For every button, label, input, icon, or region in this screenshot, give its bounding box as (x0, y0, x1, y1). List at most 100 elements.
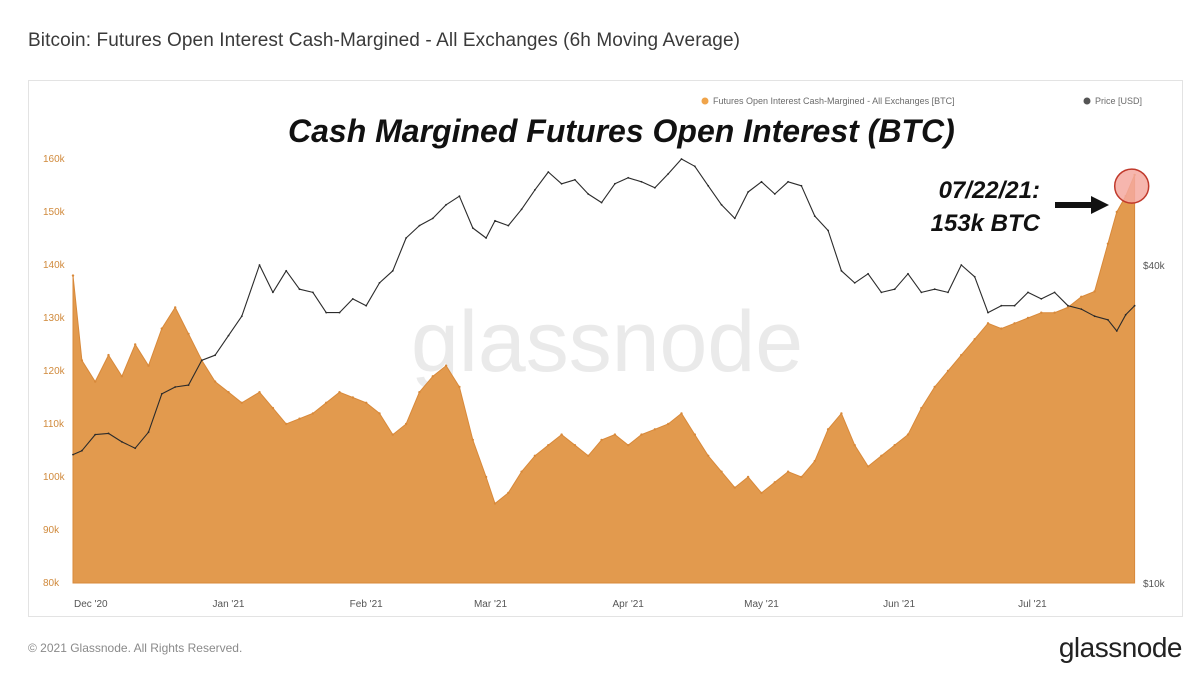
price-point (733, 217, 736, 220)
oi-point (667, 422, 670, 426)
price-point (587, 193, 590, 195)
legend: Futures Open Interest Cash-Margined - Al… (701, 96, 1142, 106)
oi-point (1000, 327, 1003, 330)
price-point (1124, 313, 1127, 316)
price-point (1067, 304, 1069, 307)
oi-point (351, 396, 354, 399)
y-right-tick-label: $40k (1143, 261, 1166, 272)
price-point (654, 186, 656, 189)
price-point (107, 432, 110, 435)
annotation: 07/22/21: 153k BTC (931, 168, 1150, 237)
price-point (494, 219, 496, 222)
price-point (680, 158, 683, 160)
price-point (640, 180, 643, 183)
oi-point (520, 470, 523, 473)
price-point (174, 386, 177, 388)
oi-point (404, 422, 408, 426)
oi-point (338, 391, 341, 394)
oi-point (587, 454, 590, 457)
price-point (520, 208, 523, 211)
oi-point (746, 475, 750, 479)
copyright-text: © 2021 Glassnode. All Rights Reserved. (28, 641, 243, 655)
oi-point (311, 412, 315, 415)
oi-point (853, 444, 856, 447)
price-point (1000, 304, 1003, 307)
legend-price-label: Price [USD] (1095, 96, 1142, 106)
price-point (391, 269, 394, 272)
watermark: glassnode (411, 294, 803, 390)
price-point (574, 178, 576, 181)
price-point (445, 203, 447, 206)
price-point (1107, 318, 1109, 321)
chart-frame: glassnode 80k 90k 100k 110k 120k 130k 140k 150k… (28, 80, 1183, 617)
price-point (378, 282, 381, 284)
price-point (813, 215, 816, 218)
y-left-tick-label: 80k (43, 578, 60, 589)
oi-point (471, 438, 474, 442)
price-point (485, 237, 487, 239)
price-point (773, 193, 776, 195)
oi-point (707, 454, 710, 457)
price-point (960, 264, 963, 266)
price-point (933, 288, 936, 291)
price-point (867, 272, 869, 275)
price-point (534, 189, 536, 191)
price-point (240, 315, 243, 318)
oi-point (365, 401, 368, 404)
price-point (560, 182, 563, 185)
x-tick-label: Dec '20 (74, 599, 108, 610)
oi-point (1013, 322, 1016, 325)
price-point (600, 201, 603, 204)
price-point (827, 229, 829, 232)
y-left-tick-label: 160k (43, 154, 66, 165)
price-point (507, 224, 510, 227)
oi-point (773, 481, 776, 484)
oi-point (1080, 295, 1083, 298)
price-point (947, 291, 949, 294)
price-point (418, 224, 421, 227)
glassnode-logo[interactable]: glassnode (1058, 632, 1183, 663)
oi-point (1040, 311, 1043, 314)
x-tick-label: Feb '21 (350, 599, 383, 610)
oi-point (880, 454, 883, 457)
oi-point (613, 433, 617, 436)
y-left-tick-label: 120k (43, 366, 66, 377)
oi-point (418, 391, 421, 394)
price-point (298, 288, 301, 291)
oi-point (1093, 290, 1096, 293)
price-point (1115, 330, 1118, 332)
price-point (1027, 291, 1029, 294)
oi-point (960, 353, 963, 357)
price-point (987, 311, 989, 314)
oi-point (1066, 306, 1070, 309)
y-left-tick-label: 140k (43, 260, 66, 271)
y-left-tick-label: 130k (43, 313, 66, 324)
oi-point (600, 438, 603, 442)
price-point (627, 176, 630, 179)
oi-point (507, 491, 510, 495)
annotation-marker (1113, 168, 1150, 204)
oi-point (391, 433, 394, 436)
price-point (160, 393, 163, 395)
price-point (693, 165, 696, 168)
oi-point (94, 380, 97, 383)
y-left-tick-label: 110k (43, 419, 65, 430)
x-tick-label: Jul '21 (1018, 599, 1047, 610)
oi-point (533, 454, 537, 457)
annotation-date: 07/22/21: (939, 177, 1040, 204)
oi-point (547, 444, 550, 447)
price-point (787, 180, 789, 183)
x-tick-label: Apr '21 (613, 599, 645, 610)
price-point (667, 173, 670, 175)
oi-point (1053, 311, 1056, 314)
oi-point (80, 359, 84, 362)
oi-point (680, 412, 683, 415)
price-point (134, 447, 137, 450)
price-point (405, 237, 407, 239)
x-tick-label: Jun '21 (883, 599, 915, 610)
x-tick-label: May '21 (744, 599, 779, 610)
oi-point (187, 332, 190, 336)
price-point (1133, 304, 1136, 307)
oi-point (893, 444, 896, 447)
price-point (227, 334, 230, 337)
